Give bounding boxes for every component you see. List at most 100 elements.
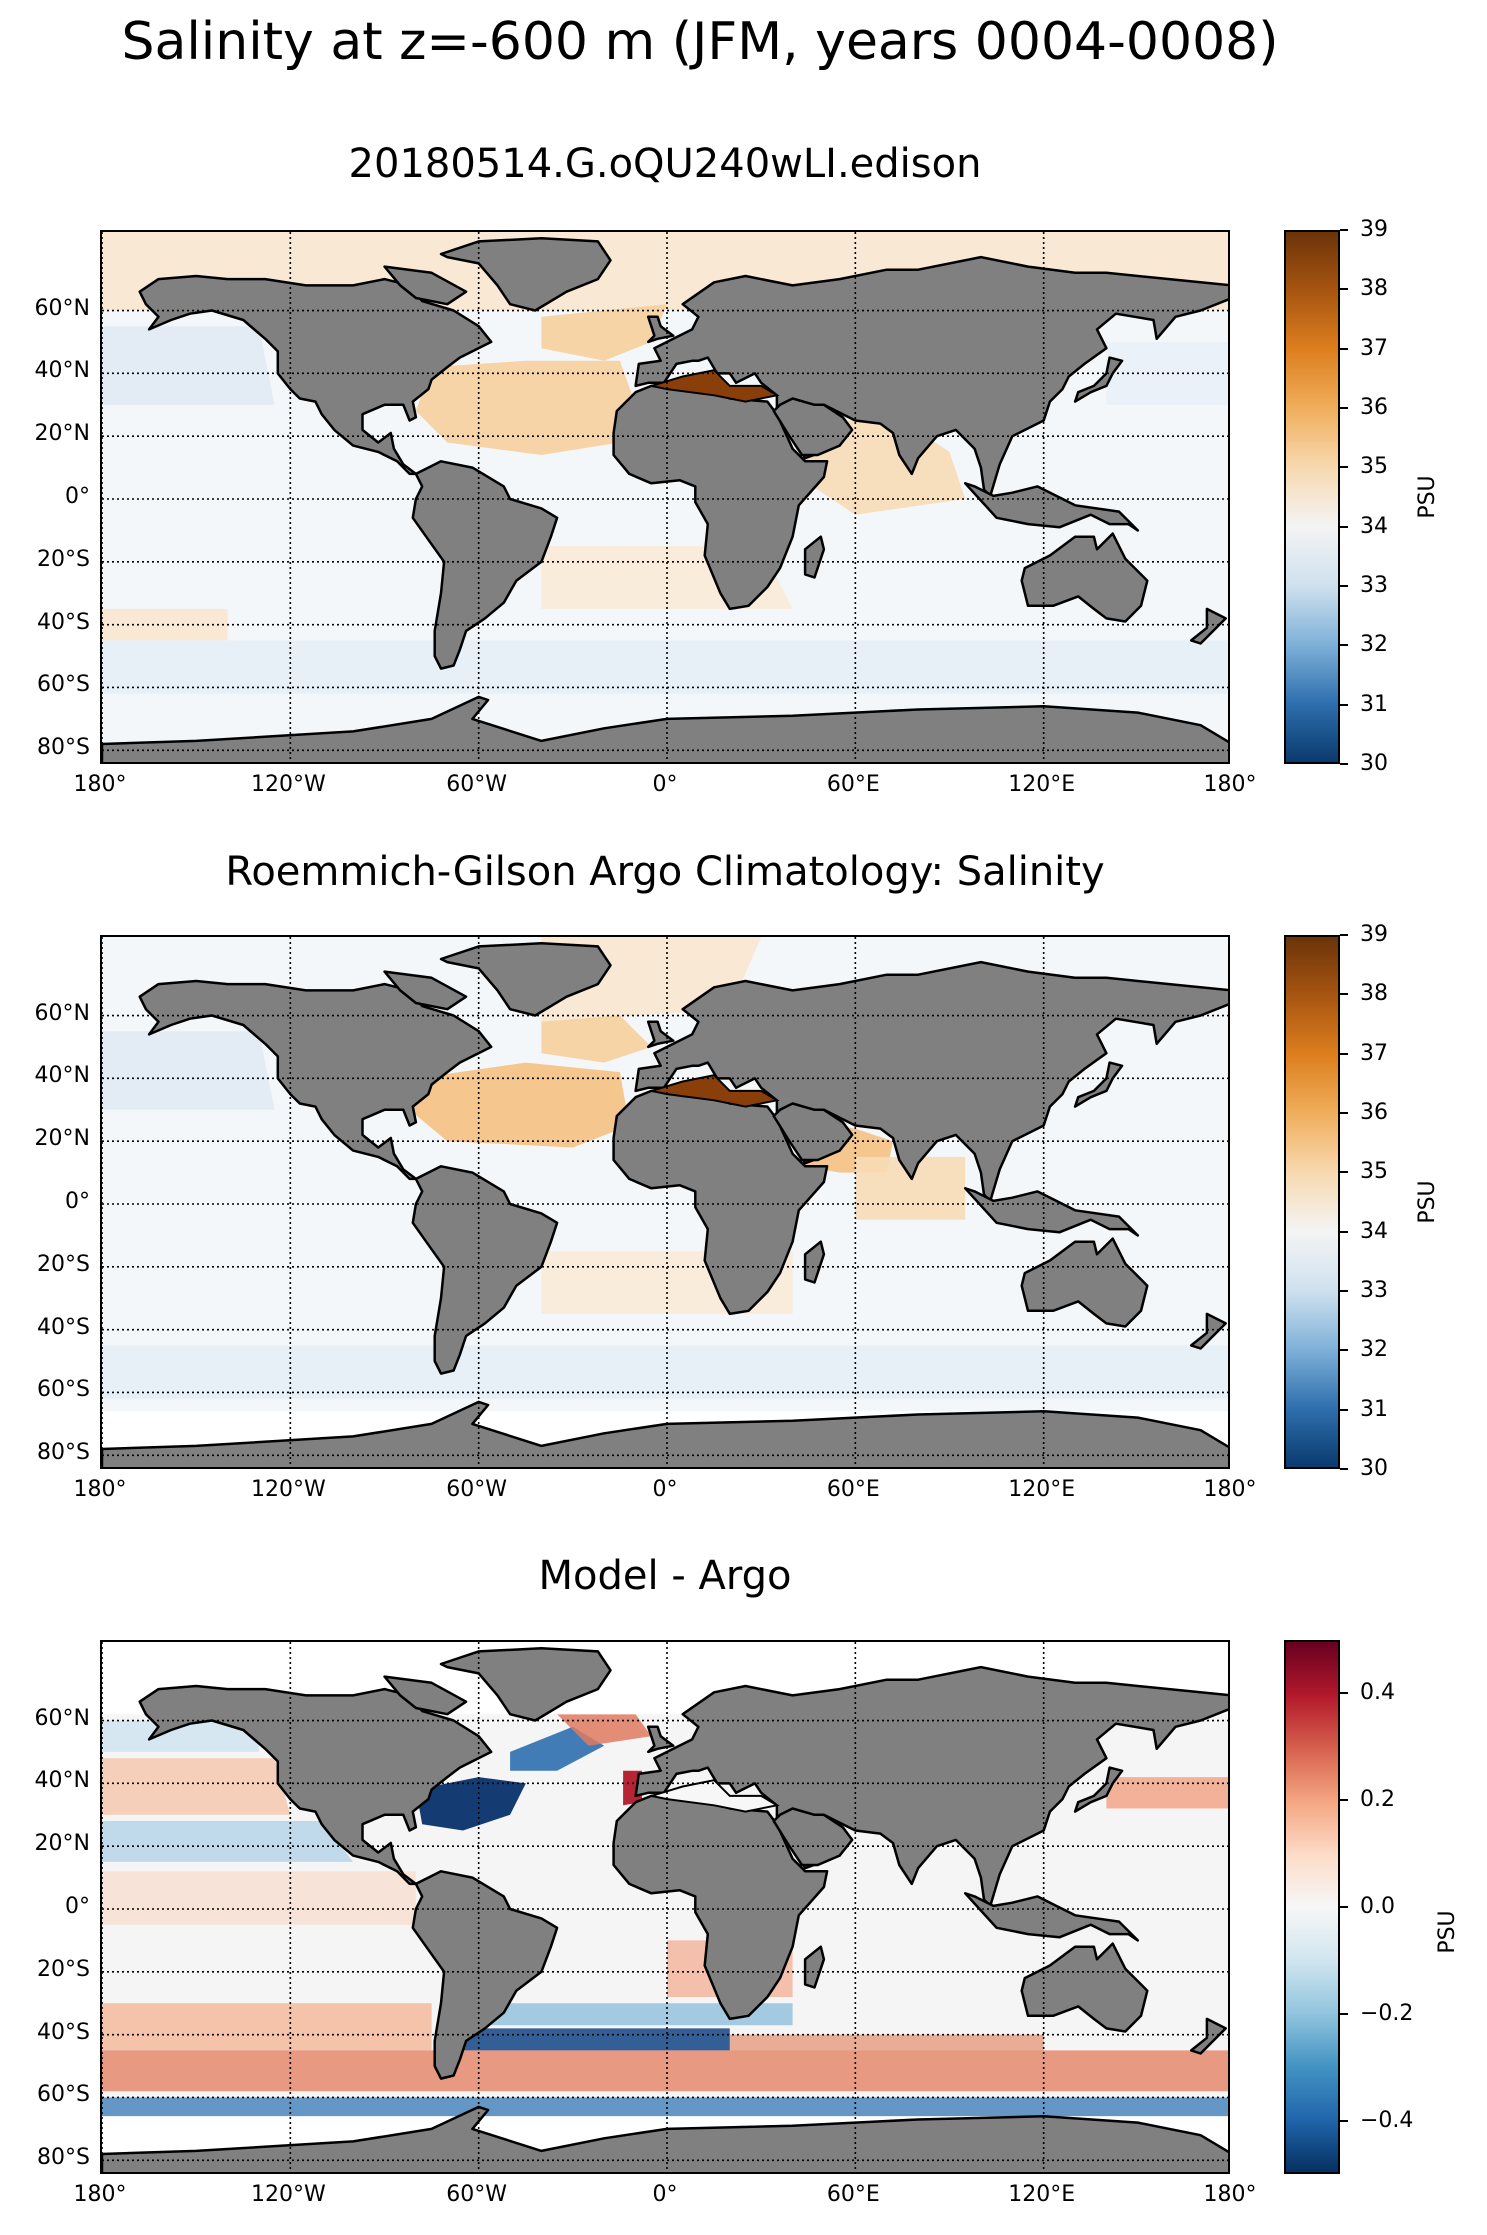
land-baffin: [383, 1675, 468, 1716]
lon-tick-label: 60°W: [446, 2182, 508, 2207]
lon-tick-label: 180°: [73, 772, 127, 797]
land-eurasia: [634, 255, 1228, 498]
colorbar-tick-label: 35: [1360, 1159, 1388, 1185]
ocean-anomaly-region: [102, 2050, 1228, 2092]
colorbar-tick-label: 36: [1360, 1100, 1388, 1125]
land-arabia: [772, 1807, 854, 1867]
lat-tick-label: 60°N: [34, 295, 90, 321]
panel-title: Roemmich-Gilson Argo Climatology: Salini…: [225, 849, 1105, 895]
lon-tick-label: 60°E: [826, 772, 880, 797]
lon-tick-label: 60°E: [826, 1477, 880, 1502]
colorbar-tick-label: 0.0: [1360, 1894, 1395, 1919]
ocean-anomaly-region: [729, 2034, 1044, 2060]
lat-tick-label: 20°S: [37, 1251, 90, 1277]
land-new-zealand: [1189, 2017, 1227, 2055]
colorbar: [1284, 1640, 1340, 2174]
lat-tick-label: 20°N: [34, 1831, 90, 1857]
ocean-anomaly-region: [541, 1015, 652, 1063]
colorbar-tick-label: −0.4: [1360, 2107, 1414, 2133]
ocean-anomaly-region: [541, 304, 667, 361]
land-madagascar: [803, 1240, 826, 1284]
land-new-zealand: [1189, 1312, 1227, 1350]
colorbar-tick-mark: [1340, 1692, 1348, 1695]
lat-tick-label: 0°: [65, 1189, 90, 1214]
colorbar-tick-mark: [1340, 347, 1348, 350]
land-baffin: [383, 265, 468, 306]
land-madagascar: [803, 1945, 826, 1989]
land-arabia: [772, 1102, 854, 1162]
colorbar-tick-label: 38: [1360, 981, 1388, 1007]
colorbar-tick-label: −0.2: [1360, 2000, 1414, 2026]
land-japan: [1073, 1061, 1124, 1108]
colorbar-tick-label: 31: [1360, 691, 1388, 717]
ocean-anomaly-region: [409, 1062, 630, 1148]
lat-tick-label: 20°S: [37, 1956, 90, 1982]
colorbar: [1284, 230, 1340, 764]
lat-tick-label: 40°S: [37, 1314, 90, 1340]
land-indonesia: [963, 1892, 1140, 1942]
ocean-anomaly-region: [102, 608, 228, 641]
lon-tick-label: 180°: [1203, 772, 1257, 797]
lon-tick-label: 180°: [73, 2182, 127, 2207]
land-uk: [646, 1020, 675, 1049]
colorbar-tick-label: 32: [1360, 1337, 1388, 1363]
colorbar-tick-mark: [1340, 1349, 1348, 1352]
ocean-anomaly-region: [102, 1031, 275, 1110]
map-panel: [100, 230, 1230, 764]
lon-tick-label: 0°: [652, 1477, 678, 1502]
lat-tick-label: 60°N: [34, 1705, 90, 1731]
ocean-anomaly-region: [463, 2028, 730, 2051]
colorbar-tick-mark: [1340, 1052, 1348, 1055]
lon-tick-label: 60°E: [826, 2182, 880, 2207]
colorbar-tick-mark: [1340, 2012, 1348, 2015]
land-new-zealand: [1189, 607, 1227, 645]
colorbar-tick-label: 33: [1360, 573, 1388, 598]
lat-tick-label: 40°N: [34, 358, 90, 384]
ocean-anomaly-region: [102, 2003, 432, 2051]
land-eurasia: [634, 1665, 1228, 1908]
lat-tick-label: 80°S: [37, 735, 90, 761]
colorbar-tick-mark: [1340, 1906, 1348, 1908]
lon-tick-label: 0°: [652, 772, 678, 797]
map-plot: [102, 1642, 1228, 2172]
colorbar-label: PSU: [1415, 1180, 1440, 1224]
colorbar-tick-label: 37: [1360, 335, 1388, 361]
land-japan: [1073, 356, 1124, 403]
colorbar-tick-mark: [1340, 466, 1348, 469]
lon-tick-label: 60°W: [446, 772, 508, 797]
colorbar-tick-mark: [1340, 288, 1348, 291]
ocean-anomaly-region: [102, 326, 275, 405]
ocean-anomaly-region: [102, 640, 1228, 694]
lat-tick-label: 20°N: [34, 421, 90, 447]
land-eurasia: [634, 960, 1228, 1203]
colorbar-tick-mark: [1340, 703, 1348, 706]
lat-tick-label: 20°S: [37, 546, 90, 572]
colorbar-tick-mark: [1340, 1408, 1348, 1411]
colorbar-tick-mark: [1340, 763, 1348, 765]
colorbar-tick-mark: [1340, 644, 1348, 647]
land-indonesia: [963, 482, 1140, 532]
lat-tick-label: 40°N: [34, 1063, 90, 1089]
lat-tick-label: 40°N: [34, 1768, 90, 1794]
land-uk: [646, 315, 675, 344]
lat-tick-label: 0°: [65, 484, 90, 509]
colorbar-tick-mark: [1340, 1112, 1348, 1114]
colorbar-tick-label: 34: [1360, 513, 1388, 539]
lat-tick-label: 80°S: [37, 2145, 90, 2171]
ocean-anomaly-region: [102, 1720, 259, 1752]
lon-tick-label: 0°: [652, 2182, 678, 2207]
ocean-anomaly-region: [415, 360, 636, 455]
lat-tick-label: 80°S: [37, 1440, 90, 1466]
ocean-anomaly-region: [102, 1758, 291, 1815]
land-arabia: [772, 397, 854, 457]
colorbar: [1284, 935, 1340, 1469]
colorbar-tick-label: 30: [1360, 751, 1388, 776]
colorbar-tick-mark: [1340, 934, 1348, 936]
land-australia: [1020, 1942, 1149, 2033]
panel-title: Model - Argo: [538, 1553, 792, 1599]
lat-tick-label: 60°S: [37, 1377, 90, 1403]
land-baffin: [383, 970, 468, 1011]
figure-title: Salinity at z=-600 m (JFM, years 0004-00…: [121, 12, 1279, 72]
land-madagascar: [803, 535, 826, 579]
lon-tick-label: 120°E: [1008, 1477, 1076, 1502]
